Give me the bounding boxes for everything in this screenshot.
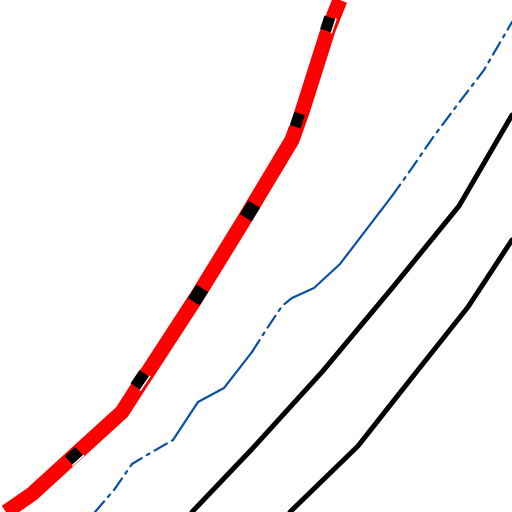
bridge-marker <box>64 446 84 466</box>
bridge-marker <box>239 200 261 222</box>
bridge-gap <box>330 18 337 34</box>
bridge-gap <box>288 110 295 126</box>
motorway-bridge-markers <box>64 15 337 467</box>
bridge-gap <box>71 454 85 467</box>
waterway-dashdot-middle <box>250 296 294 354</box>
waterway-solid <box>171 350 254 442</box>
bridge-gap <box>139 375 151 392</box>
bridge-marker <box>130 370 150 390</box>
bridge-marker <box>320 15 336 33</box>
waterway-dashdot-upper <box>390 20 512 198</box>
bridge-marker <box>187 284 209 306</box>
road-upper <box>189 112 512 512</box>
motorway-line <box>1 0 347 512</box>
bridge-marker <box>289 111 305 129</box>
road-lower <box>287 237 512 512</box>
waterway-solid-upper <box>290 194 394 300</box>
waterway-dashdot-lower <box>93 438 175 512</box>
